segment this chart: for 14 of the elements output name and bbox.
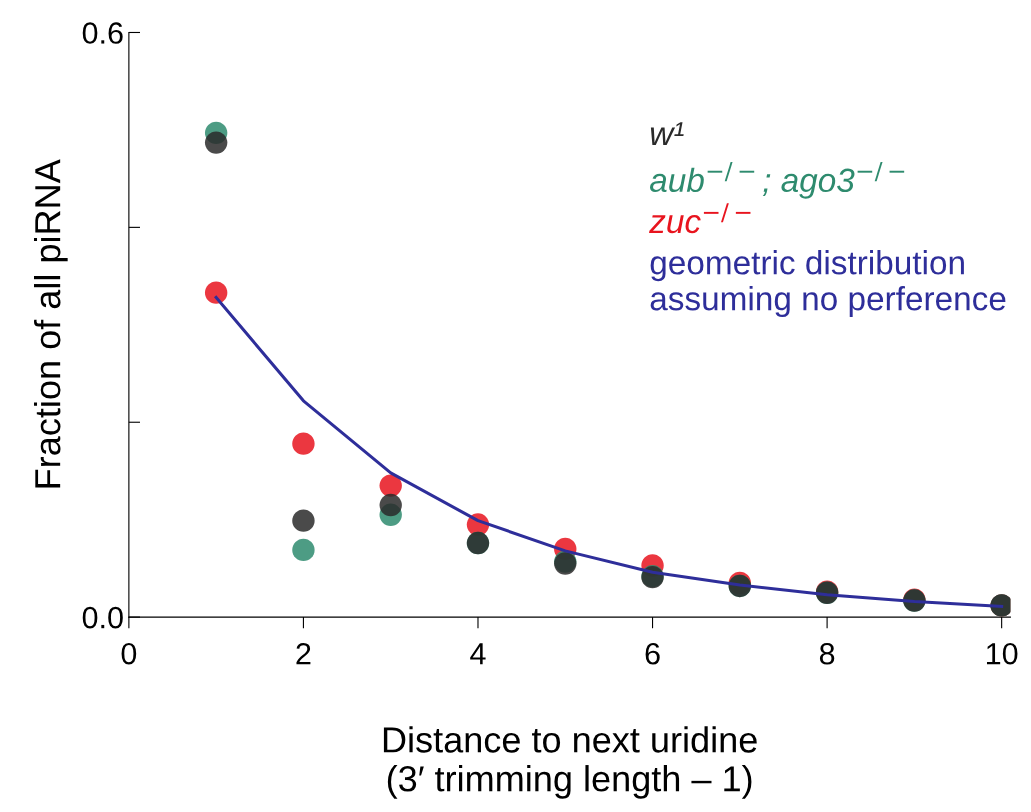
y-axis-title: Fraction of all piRNA xyxy=(33,159,68,488)
x-axis-title: Distance to next uridine (3′ trimming length – 1) xyxy=(383,726,757,799)
x-tick-label: 10 xyxy=(986,642,1018,665)
text: geometric distribution assuming no perference xyxy=(650,250,1006,318)
x-tick-label: 0 xyxy=(121,642,137,665)
y-tick-label: 0.0 xyxy=(82,606,123,629)
y-tick-label: 0.6 xyxy=(82,22,123,44)
text: aub$^{−/−}$; ago3$^{−/−}$ xyxy=(649,162,905,199)
x-tick-label: 4 xyxy=(470,643,486,665)
text: w¹ xyxy=(650,122,684,146)
text: zuc$^{−/−}$ xyxy=(649,203,751,234)
x-tick-label: 8 xyxy=(819,642,835,665)
x-tick-label: 6 xyxy=(645,642,660,665)
x-tick-label: 2 xyxy=(296,642,311,665)
